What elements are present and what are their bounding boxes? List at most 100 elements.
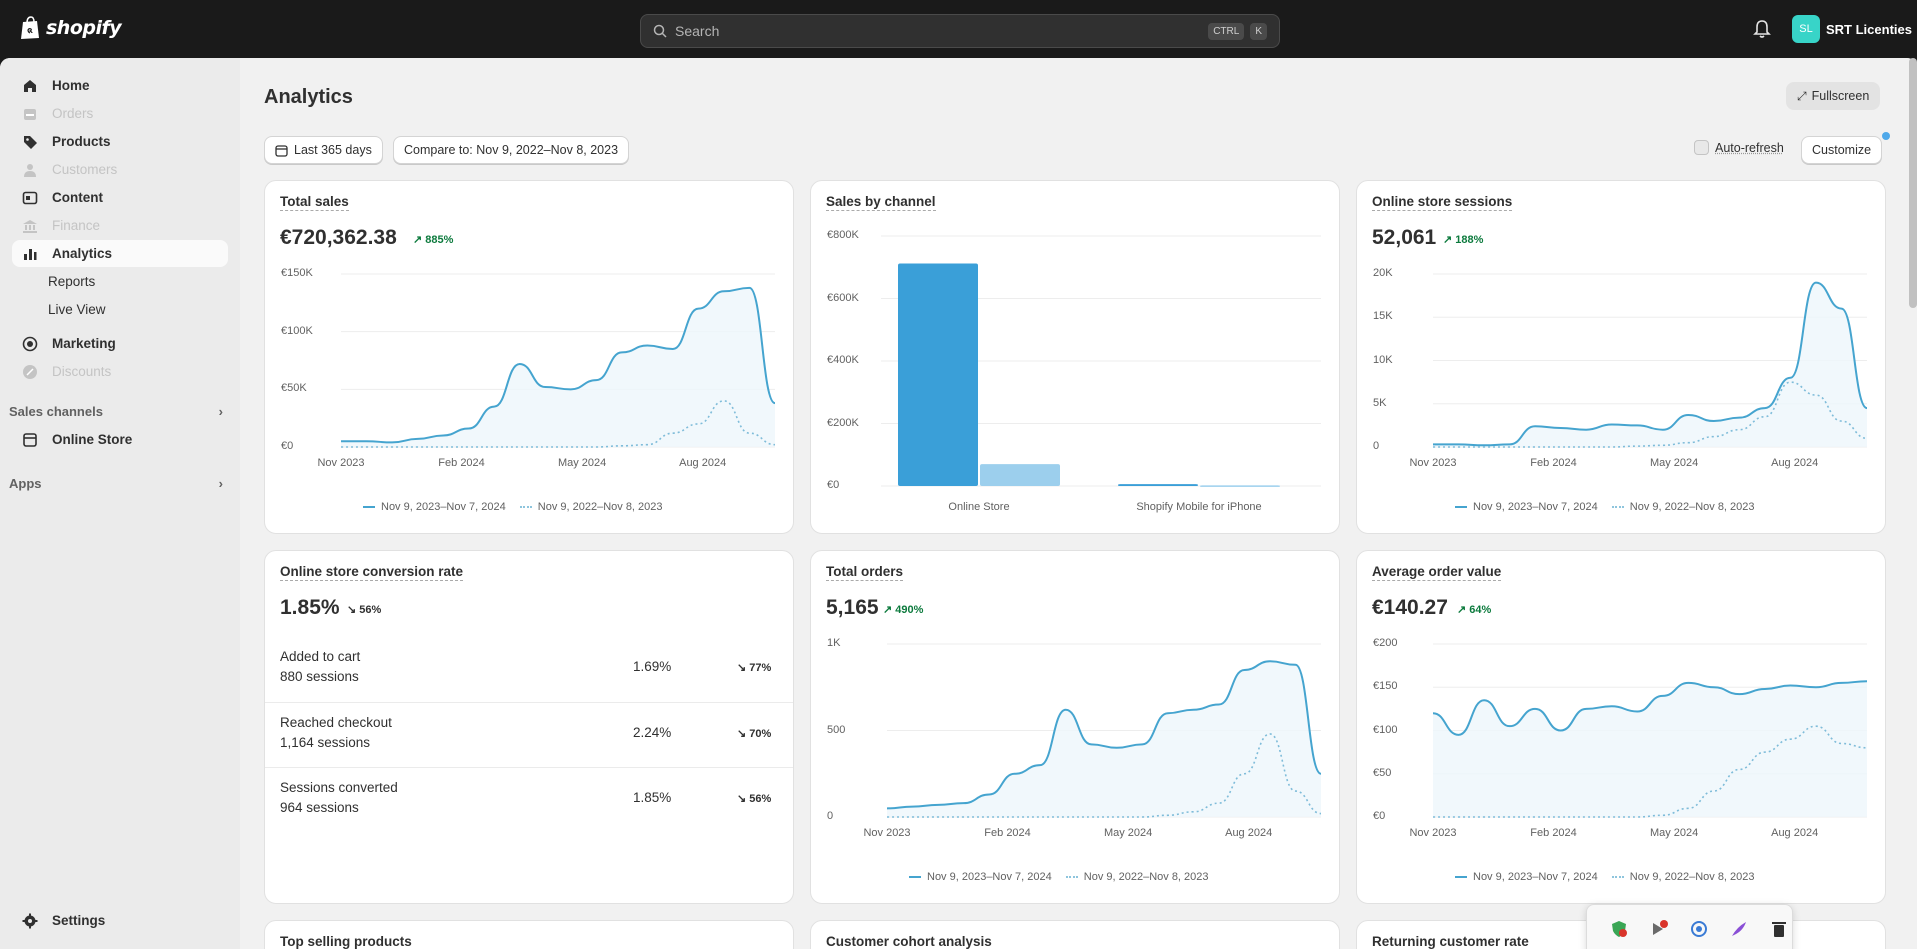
sidebar-item-analytics[interactable]: Analytics [12, 240, 228, 267]
cohort-analysis-card[interactable]: Customer cohort analysis [810, 920, 1340, 949]
shield-check-icon[interactable] [1609, 919, 1629, 939]
sidebar-item-products[interactable]: Products [12, 128, 228, 155]
sidebar-item-finance[interactable]: Finance [12, 212, 228, 239]
y-tick-label: 15K [1373, 310, 1393, 323]
top-products-card[interactable]: Top selling products [264, 920, 794, 949]
customize-button[interactable]: Customize [1801, 136, 1883, 164]
fullscreen-button[interactable]: ⤢ Fullscreen [1786, 82, 1881, 110]
y-tick-label: 1K [827, 637, 841, 649]
compare-label: Compare to: Nov 9, 2022–Nov 8, 2023 [404, 143, 619, 157]
x-tick-label: Nov 2023 [1409, 827, 1457, 839]
sidebar-item-label: Content [52, 190, 103, 205]
sidebar-item-content[interactable]: Content [12, 184, 228, 211]
legend-current: Nov 9, 2023–Nov 7, 2024 [1455, 871, 1598, 883]
sales-channels-header[interactable]: Sales channels › [9, 404, 223, 419]
notification-dot [1882, 132, 1890, 140]
card-title[interactable]: Online store conversion rate [280, 564, 464, 581]
chart-plot-area [1432, 643, 1868, 818]
date-range-button[interactable]: Last 365 days [264, 136, 383, 164]
card-title[interactable]: Returning customer rate [1372, 934, 1529, 949]
bar-current [898, 263, 978, 486]
sidebar-item-label: Analytics [52, 246, 113, 261]
bell-icon[interactable] [1753, 19, 1771, 39]
funnel-percent: 1.69% [633, 659, 672, 674]
sidebar: Home Orders Products Customers Content F… [0, 58, 240, 949]
shopify-logo[interactable]: shopify [20, 16, 122, 40]
funnel-label: Added to cart [280, 649, 361, 664]
x-tick-label: Nov 2023 [1409, 457, 1457, 469]
legend-previous: Nov 9, 2022–Nov 8, 2023 [519, 501, 663, 513]
trash-icon[interactable] [1769, 919, 1789, 939]
page-title: Analytics [264, 86, 353, 108]
sessions-change: ↗ 188% [1443, 234, 1484, 246]
aov-change: ↗ 64% [1457, 604, 1492, 616]
card-title[interactable]: Top selling products [280, 934, 412, 949]
sidebar-item-label: Online Store [52, 432, 133, 447]
sidebar-item-label: Products [52, 134, 111, 149]
card-title[interactable]: Customer cohort analysis [826, 934, 992, 949]
sidebar-item-online-store[interactable]: Online Store [12, 426, 228, 453]
average-order-value-card[interactable]: Average order value €140.27 ↗ 64% Nov 9,… [1356, 550, 1886, 904]
y-tick-label: €100K [281, 324, 313, 337]
auto-refresh-checkbox[interactable] [1694, 140, 1709, 155]
compare-button[interactable]: Compare to: Nov 9, 2022–Nov 8, 2023 [393, 136, 630, 164]
chart-plot-area [881, 235, 1321, 487]
card-title[interactable]: Online store sessions [1372, 194, 1513, 211]
funnel-percent: 2.24% [633, 725, 672, 740]
apps-label: Apps [9, 476, 42, 491]
store-menu[interactable]: SL SRT Licenties [1792, 15, 1912, 43]
sessions-card[interactable]: Online store sessions 52,061 ↗ 188% Nov … [1356, 180, 1886, 534]
sidebar-item-reports[interactable]: Reports [12, 268, 228, 295]
series-area [887, 661, 1321, 817]
change-value: 188% [1455, 234, 1484, 246]
sidebar-item-customers[interactable]: Customers [12, 156, 228, 183]
sidebar-item-home[interactable]: Home [12, 72, 228, 99]
feather-icon[interactable] [1729, 919, 1749, 939]
change-value: 70% [749, 728, 772, 740]
conversion-rate-card[interactable]: Online store conversion rate 1.85% ↘ 56%… [264, 550, 794, 904]
funnel-row: Reached checkout 1,164 sessions 2.24% ↘ … [265, 702, 793, 767]
search-input[interactable]: Search CTRL K [640, 14, 1280, 48]
sidebar-item-label: Home [52, 78, 90, 93]
sidebar-item-marketing[interactable]: Marketing [12, 330, 228, 357]
chevron-right-icon: › [218, 404, 223, 419]
sidebar-item-label: Discounts [52, 364, 112, 379]
x-tick-label: Feb 2024 [1530, 457, 1577, 469]
auto-refresh-toggle[interactable]: Auto-refresh [1694, 140, 1784, 155]
legend-current-label: Nov 9, 2023–Nov 7, 2024 [381, 501, 506, 513]
page-scrollbar[interactable] [1909, 58, 1917, 308]
sidebar-item-discounts[interactable]: Discounts [12, 358, 228, 385]
system-tray-popup [1586, 904, 1793, 949]
sales-by-channel-card[interactable]: Sales by channel €0 €200K €400K €600K €800K O… [810, 180, 1340, 534]
x-tick-label: Aug 2024 [1771, 827, 1819, 839]
y-tick-label: 0 [1373, 440, 1380, 452]
chart-legend: Nov 9, 2023–Nov 7, 2024 Nov 9, 2022–Nov … [1455, 501, 1755, 513]
apps-header[interactable]: Apps › [9, 476, 223, 491]
sidebar-item-live-view[interactable]: Live View [12, 296, 228, 323]
funnel-change: ↘ 70% [737, 728, 772, 740]
legend-current-label: Nov 9, 2023–Nov 7, 2024 [927, 871, 1052, 883]
gear-icon [22, 913, 38, 928]
conversion-value: 1.85% [280, 596, 340, 619]
sidebar-item-label: Orders [52, 106, 94, 121]
shortcut-k-key: K [1250, 22, 1267, 40]
orders-icon [24, 108, 36, 120]
y-tick-label: €150K [281, 267, 313, 279]
card-title[interactable]: Total orders [826, 564, 904, 581]
sidebar-item-settings[interactable]: Settings [12, 907, 228, 934]
notification-off-icon[interactable] [1649, 919, 1669, 939]
sidebar-item-label: Live View [48, 302, 106, 317]
network-icon[interactable] [1689, 919, 1709, 939]
chart-plot-area [886, 643, 1322, 818]
legend-current-label: Nov 9, 2023–Nov 7, 2024 [1473, 501, 1598, 513]
total-sales-card[interactable]: Total sales €720,362.38 ↗ 885% Nov 9, 20… [264, 180, 794, 534]
sidebar-item-label: Settings [52, 913, 106, 928]
total-orders-card[interactable]: Total orders 5,165 ↗ 490% Nov 9, 2023–No… [810, 550, 1340, 904]
card-title[interactable]: Sales by channel [826, 194, 936, 211]
brand-name: shopify [46, 17, 122, 39]
y-tick-label: 500 [827, 723, 846, 736]
sidebar-item-label: Marketing [52, 336, 116, 351]
sidebar-item-orders[interactable]: Orders [12, 100, 228, 127]
card-title[interactable]: Average order value [1372, 564, 1502, 581]
card-title[interactable]: Total sales [280, 194, 349, 211]
